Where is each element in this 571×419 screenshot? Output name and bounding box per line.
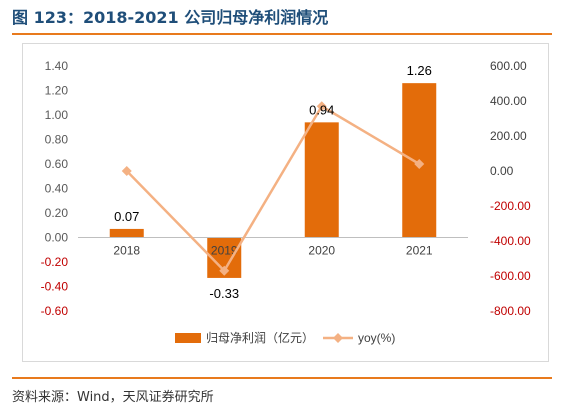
- chart-frame: [22, 43, 549, 362]
- bar-data-label: 0.07: [114, 209, 139, 224]
- bar-data-label: 1.26: [407, 63, 432, 78]
- right-axis-tick-label: 0.00: [490, 164, 514, 178]
- legend-swatch-bar: [175, 333, 201, 343]
- left-axis-tick-label: 1.40: [45, 59, 69, 73]
- left-axis-tick-label: 0.40: [45, 182, 69, 196]
- yoy-point-2020: [316, 101, 327, 112]
- left-axis-tick-label: 1.00: [45, 108, 69, 122]
- left-axis-tick-label: -0.20: [41, 255, 69, 269]
- yoy-point-2019: [219, 265, 230, 276]
- right-axis-tick-label: 200.00: [490, 129, 527, 143]
- figure-title: 图 123：2018-2021 公司归母净利润情况: [12, 8, 329, 27]
- right-axis-tick-label: -400.00: [490, 234, 531, 248]
- yoy-point-2021: [414, 159, 425, 169]
- left-axis-tick-label: -0.60: [41, 304, 69, 318]
- bar-2018: [109, 228, 144, 238]
- right-axis-tick-label: -200.00: [490, 199, 531, 213]
- x-axis-category-label: 2020: [308, 244, 335, 258]
- right-axis-tick-label: -800.00: [490, 304, 531, 318]
- left-axis-tick-label: 0.60: [45, 157, 69, 171]
- right-axis-tick-label: 400.00: [490, 94, 527, 108]
- bar-data-label: 0.94: [309, 102, 334, 117]
- title-divider: [12, 33, 552, 35]
- source-note: 资料来源：Wind，天风证券研究所: [12, 390, 214, 405]
- right-axis-tick-label: 600.00: [490, 59, 527, 73]
- x-axis-category-label: 2019: [211, 244, 238, 258]
- x-axis-category-label: 2021: [406, 244, 433, 258]
- yoy-point-2018: [121, 166, 132, 176]
- x-axis-category-label: 2018: [113, 244, 140, 258]
- legend-marker-line: [333, 333, 343, 343]
- legend-label-bar: 归母净利润（亿元）: [206, 330, 314, 345]
- left-axis-tick-label: 0.20: [45, 206, 69, 220]
- yoy-line: [125, 105, 420, 272]
- legend-label-line: yoy(%): [358, 331, 395, 345]
- source-divider: [12, 377, 552, 379]
- left-axis-tick-label: 0.80: [45, 133, 69, 147]
- right-axis-tick-label: -600.00: [490, 269, 531, 283]
- bar-data-label: -0.33: [209, 286, 239, 301]
- left-axis-tick-label: -0.40: [41, 280, 69, 294]
- left-axis-tick-label: 0.00: [45, 231, 69, 245]
- bar-2020: [304, 122, 339, 238]
- left-axis-tick-label: 1.20: [45, 84, 69, 98]
